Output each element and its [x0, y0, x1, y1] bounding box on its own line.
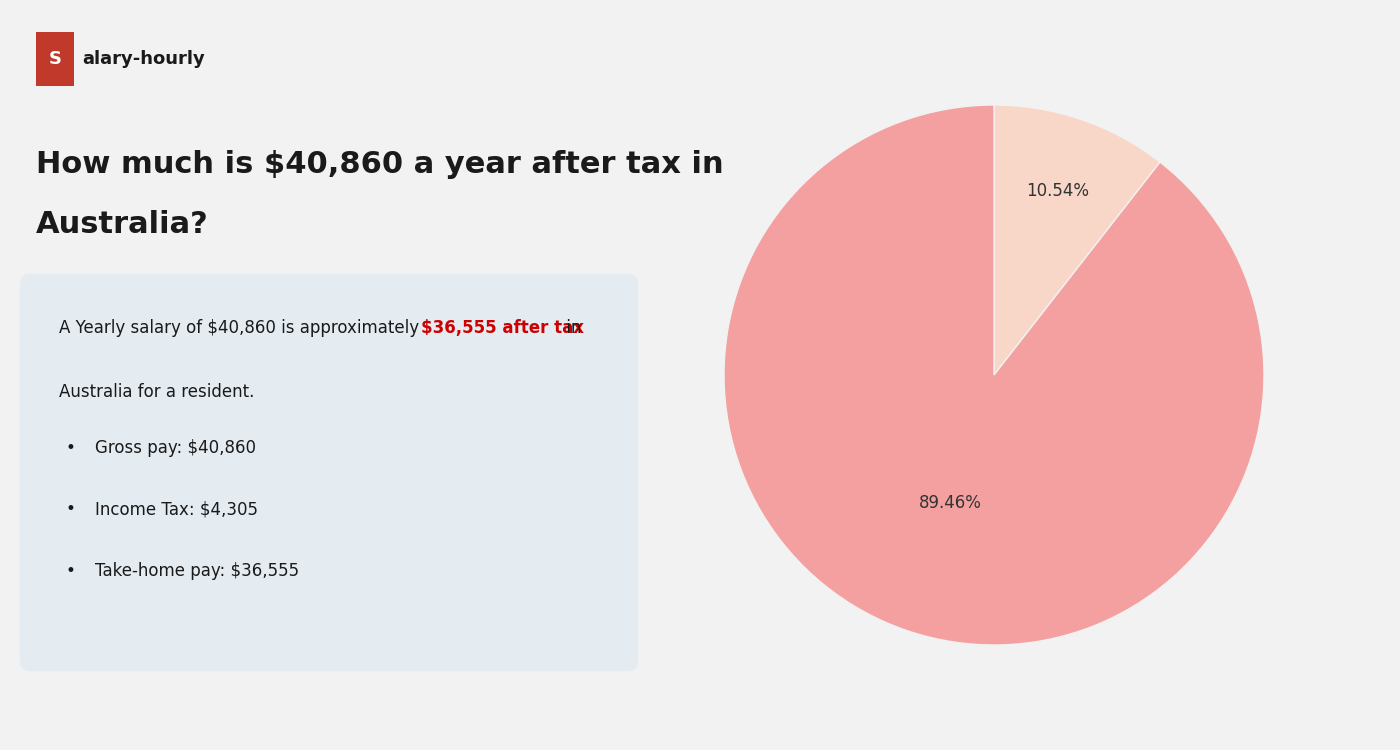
Text: alary-hourly: alary-hourly: [83, 50, 204, 68]
Text: •: •: [66, 439, 76, 457]
FancyBboxPatch shape: [20, 274, 638, 671]
Text: $36,555 after tax: $36,555 after tax: [421, 319, 584, 337]
Text: Gross pay: $40,860: Gross pay: $40,860: [95, 439, 256, 457]
Legend: Income Tax, Take-home Pay: Income Tax, Take-home Pay: [834, 0, 1154, 5]
Text: S: S: [49, 50, 62, 68]
FancyBboxPatch shape: [36, 32, 74, 86]
Text: How much is $40,860 a year after tax in: How much is $40,860 a year after tax in: [36, 150, 724, 179]
Text: Australia for a resident.: Australia for a resident.: [59, 382, 255, 400]
Text: Income Tax: $4,305: Income Tax: $4,305: [95, 500, 259, 518]
Text: •: •: [66, 562, 76, 580]
Text: •: •: [66, 500, 76, 518]
Text: Australia?: Australia?: [36, 210, 209, 239]
Text: A Yearly salary of $40,860 is approximately: A Yearly salary of $40,860 is approximat…: [59, 319, 424, 337]
Text: in: in: [561, 319, 581, 337]
Text: Take-home pay: $36,555: Take-home pay: $36,555: [95, 562, 300, 580]
Text: 10.54%: 10.54%: [1026, 182, 1089, 200]
Text: 89.46%: 89.46%: [918, 494, 981, 512]
Wedge shape: [724, 105, 1264, 645]
Wedge shape: [994, 105, 1161, 375]
